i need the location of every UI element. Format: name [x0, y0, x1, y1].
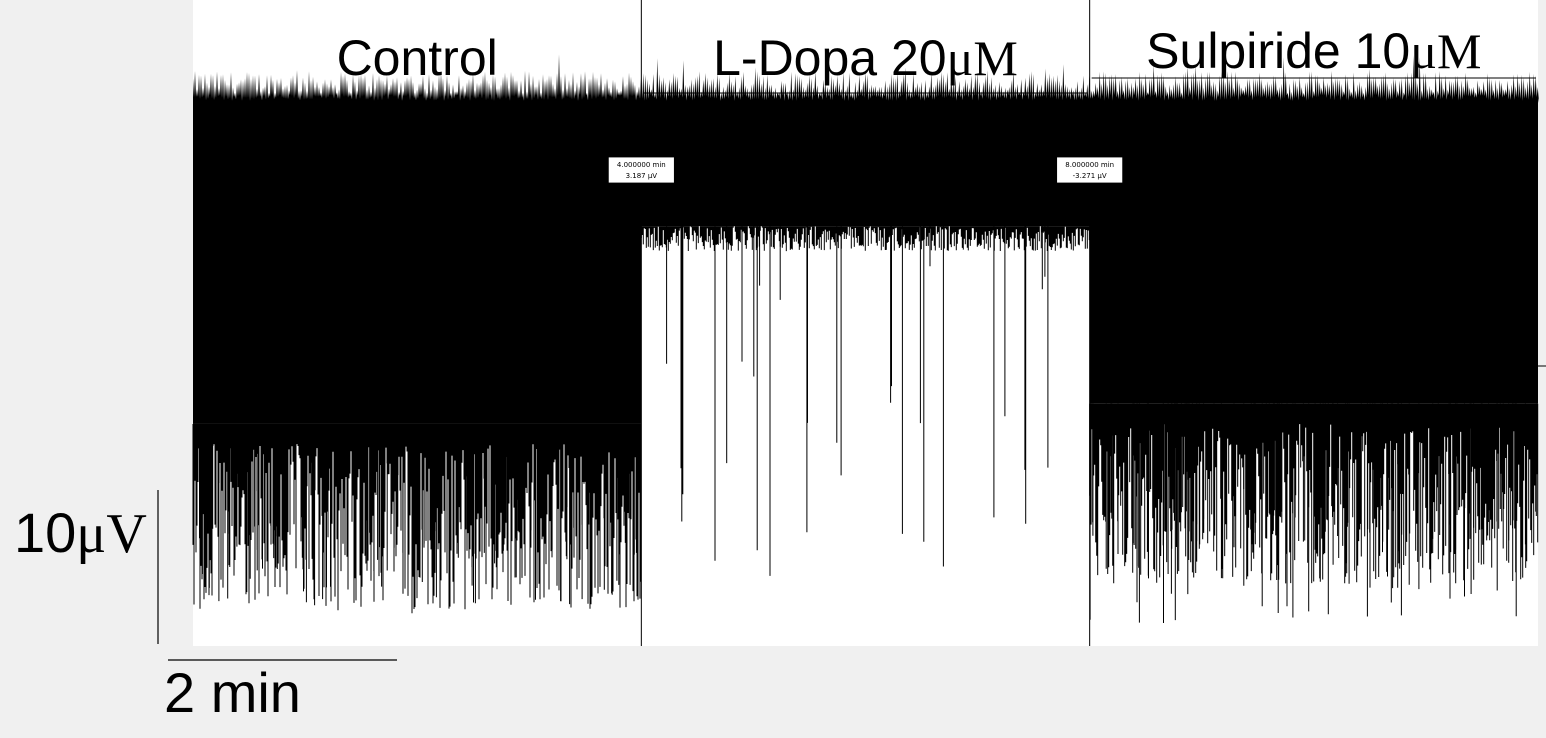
condition-label-unit: μM	[1410, 23, 1481, 79]
voltage-scale-number: 10	[14, 501, 76, 564]
trace-spikes	[1089, 403, 1537, 623]
condition-label-text: Control	[337, 30, 498, 86]
condition-label: Sulpiride 10μM	[1146, 23, 1481, 79]
cursor-layer: 4.000000 min 3.187 μV 8.000000 min -3.271 μ…	[607, 156, 1124, 184]
cursor-box	[607, 156, 675, 184]
cursor-value: 3.187 μV	[626, 172, 658, 180]
time-scale-label: 2 min	[164, 661, 301, 724]
trace-spikes	[666, 226, 1049, 576]
cursor-readout: 8.000000 min -3.271 μV	[1056, 156, 1124, 184]
condition-label-text: Sulpiride 10	[1146, 23, 1410, 79]
cursor-time: 8.000000 min	[1065, 161, 1114, 169]
cursor-time: 4.000000 min	[617, 161, 666, 169]
trace-band-segment	[193, 100, 642, 424]
voltage-scale-unit: μV	[76, 503, 146, 565]
trace-top-edge	[641, 58, 1091, 103]
cursor-value: -3.271 μV	[1073, 172, 1107, 180]
condition-label: Control	[337, 30, 498, 86]
condition-label-unit: μM	[947, 30, 1018, 86]
trace-band-segment	[641, 100, 1090, 227]
condition-label-text: L-Dopa 20	[713, 30, 947, 86]
voltage-scale-label: 10μV	[14, 501, 147, 565]
trace-band-segment	[1089, 100, 1538, 404]
cursor-readout: 4.000000 min 3.187 μV	[607, 156, 675, 184]
trace-top-edge	[193, 54, 642, 103]
condition-layer: Control L-Dopa 20μM Sulpiride 10μM	[195, 0, 1546, 646]
trace-top-edge	[1089, 55, 1539, 103]
condition-label: L-Dopa 20μM	[713, 30, 1018, 86]
trace-layer	[192, 54, 1539, 623]
trace-spikes	[199, 423, 637, 606]
cursor-box	[1056, 156, 1124, 184]
